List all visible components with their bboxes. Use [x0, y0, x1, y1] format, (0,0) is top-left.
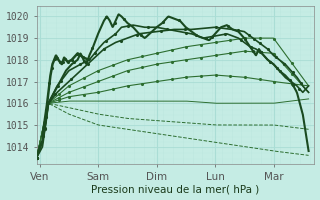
X-axis label: Pression niveau de la mer( hPa ): Pression niveau de la mer( hPa ): [92, 184, 260, 194]
